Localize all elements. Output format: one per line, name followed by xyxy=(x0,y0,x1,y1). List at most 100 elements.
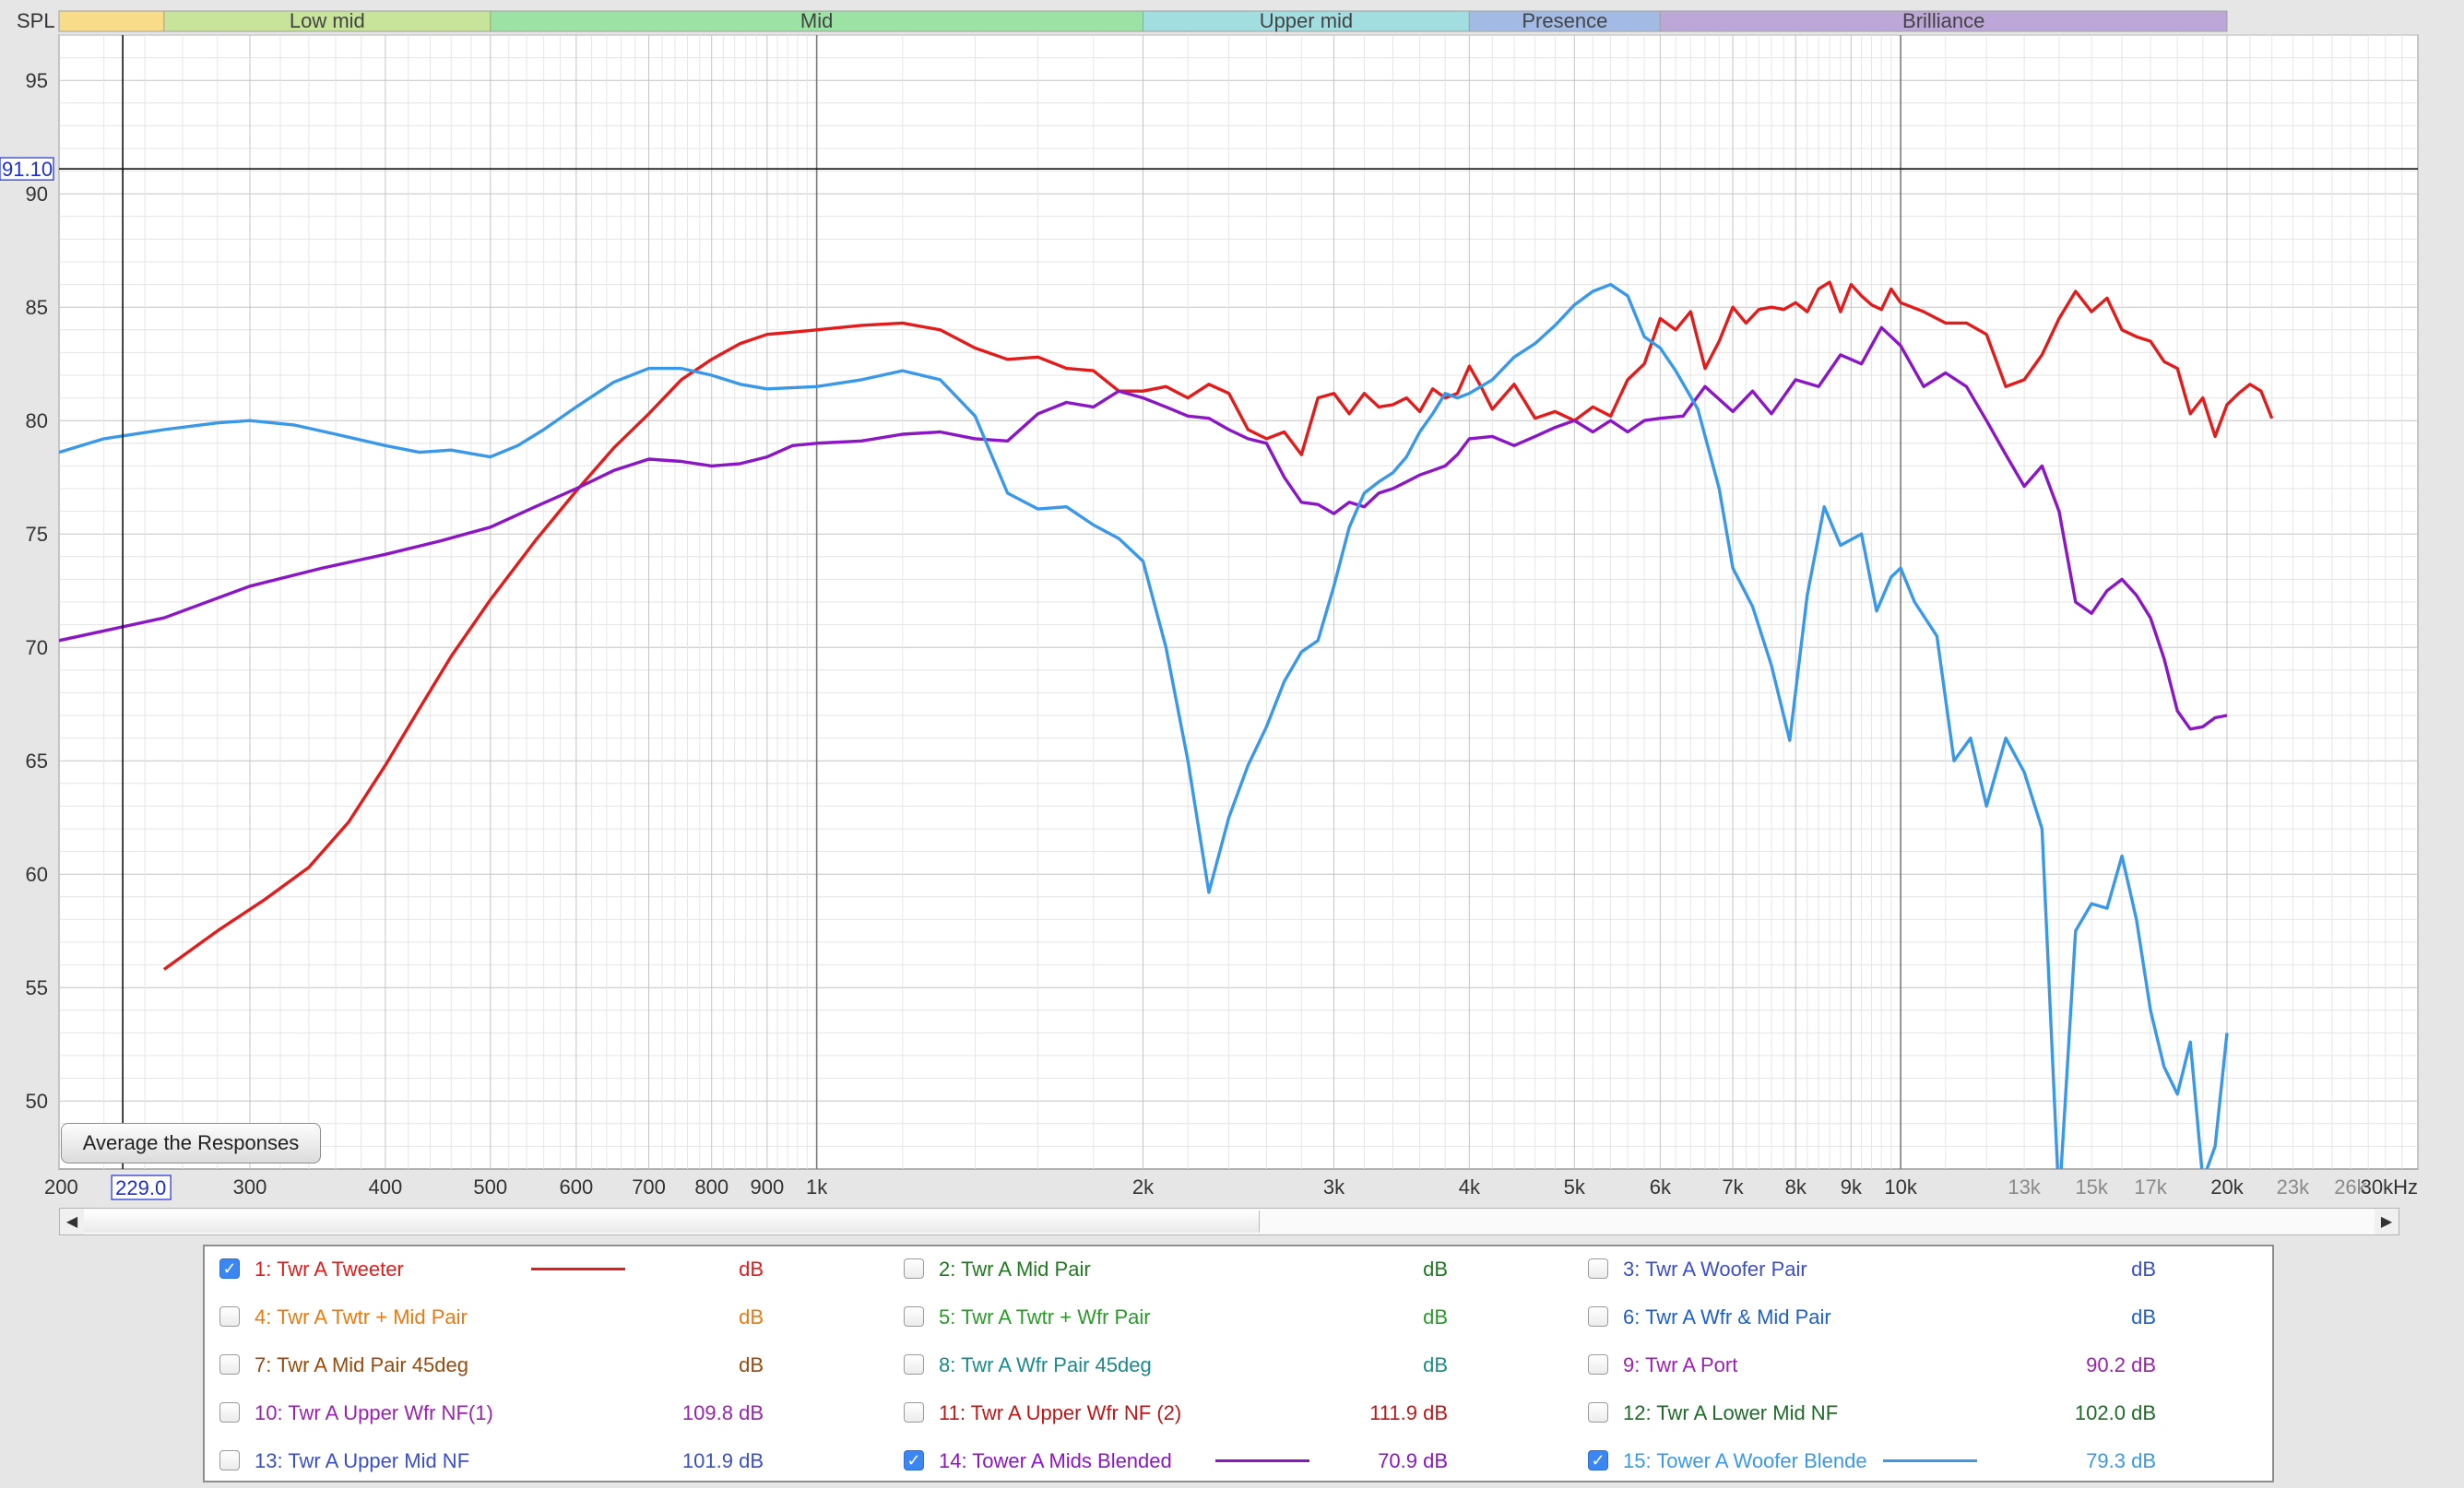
legend-label: 8: Twr A Wfr Pair 45deg xyxy=(939,1353,1152,1376)
legend-checkbox[interactable] xyxy=(219,1402,240,1423)
legend-label: 2: Twr A Mid Pair xyxy=(939,1258,1091,1281)
legend-checkbox[interactable] xyxy=(904,1306,924,1327)
horizontal-scrollbar[interactable]: ◀ ▶ xyxy=(59,1208,2399,1235)
legend-value: 111.9 dB xyxy=(1369,1401,1448,1424)
legend-label: 14: Tower A Mids Blended xyxy=(939,1449,1172,1472)
legend-item-8[interactable]: 8: Twr A Wfr Pair 45deg dB xyxy=(889,1346,1571,1383)
legend-value: dB xyxy=(1423,1258,1448,1281)
band-label-2: Mid xyxy=(800,9,833,32)
legend-checkbox[interactable]: ✓ xyxy=(904,1450,924,1470)
x-tick-label: 6k xyxy=(1650,1175,1672,1199)
x-tick-label: 20k xyxy=(2210,1175,2244,1199)
legend-value: dB xyxy=(739,1353,764,1376)
x-tick-label: 4k xyxy=(1459,1175,1481,1199)
legend-item-6[interactable]: 6: Twr A Wfr & Mid Pair dB xyxy=(1573,1298,2256,1335)
x-tick-label: 7k xyxy=(1722,1175,1744,1199)
legend-item-12[interactable]: 12: Twr A Lower Mid NF 102.0 dB xyxy=(1573,1394,2256,1431)
frequency-response-chart[interactable]: SPL Low mid Mid Upper mid Presence Brillianc… xyxy=(0,0,2464,1240)
x-tick-label: 500 xyxy=(473,1175,507,1199)
y-axis-title: SPL xyxy=(17,9,55,32)
x-tick-label: 26k xyxy=(2334,1175,2367,1199)
legend-value: dB xyxy=(2131,1258,2156,1281)
x-tick-label: 23k xyxy=(2277,1175,2310,1199)
band-label-1: Low mid xyxy=(290,9,365,32)
x-tick-label: 200 xyxy=(44,1175,78,1199)
scroll-right-icon[interactable]: ▶ xyxy=(2375,1209,2399,1234)
legend-checkbox[interactable] xyxy=(904,1258,924,1279)
x-tick-label: 600 xyxy=(559,1175,593,1199)
x-tick-label: 400 xyxy=(369,1175,403,1199)
legend-value: dB xyxy=(739,1258,764,1281)
legend-item-7[interactable]: 7: Twr A Mid Pair 45deg dB xyxy=(205,1346,887,1383)
legend-checkbox[interactable] xyxy=(1588,1306,1608,1327)
legend-checkbox[interactable] xyxy=(219,1450,240,1470)
legend-value: 70.9 dB xyxy=(1378,1449,1448,1472)
series-line-2[interactable] xyxy=(59,325,2228,731)
scroll-thumb[interactable] xyxy=(84,1210,1260,1233)
legend-checkbox[interactable] xyxy=(219,1354,240,1375)
legend-line-swatch xyxy=(1215,1459,1309,1462)
legend-value: dB xyxy=(739,1305,764,1329)
x-tick-label: 900 xyxy=(750,1175,784,1199)
legend-checkbox[interactable]: ✓ xyxy=(1588,1450,1608,1470)
legend-value: dB xyxy=(2131,1305,2156,1329)
series-line-3[interactable] xyxy=(59,282,2229,1203)
legend-label: 12: Twr A Lower Mid NF xyxy=(1623,1401,1839,1424)
legend-checkbox[interactable]: ✓ xyxy=(219,1258,240,1279)
legend-label: 5: Twr A Twtr + Wfr Pair xyxy=(939,1305,1151,1329)
legend-value: 102.0 dB xyxy=(2074,1401,2156,1424)
legend-checkbox[interactable] xyxy=(904,1402,924,1423)
band-5 xyxy=(1659,10,2228,32)
legend-value: 90.2 dB xyxy=(2086,1353,2156,1376)
legend-value: dB xyxy=(1423,1353,1448,1376)
y-tick-label: 70 xyxy=(26,636,48,659)
y-tick-label: 95 xyxy=(26,69,48,92)
legend-label: 9: Twr A Port xyxy=(1623,1353,1738,1376)
series-line-1[interactable] xyxy=(162,280,2274,971)
legend-label: 15: Tower A Woofer Blende xyxy=(1623,1449,1867,1472)
cursor-y-readout: 91.10 xyxy=(2,158,53,181)
legend-checkbox[interactable] xyxy=(219,1306,240,1327)
legend-item-1[interactable]: ✓ 1: Twr A Tweeter dB xyxy=(205,1250,887,1287)
legend-checkbox[interactable] xyxy=(904,1354,924,1375)
legend-item-13[interactable]: 13: Twr A Upper Mid NF 101.9 dB xyxy=(205,1442,887,1479)
x-tick-label: 9k xyxy=(1841,1175,1863,1199)
legend-item-3[interactable]: 3: Twr A Woofer Pair dB xyxy=(1573,1250,2256,1287)
legend-item-9[interactable]: 9: Twr A Port 90.2 dB xyxy=(1573,1346,2256,1383)
x-tick-label: 13k xyxy=(2008,1175,2041,1199)
y-tick-label: 80 xyxy=(26,409,48,432)
legend-item-10[interactable]: 10: Twr A Upper Wfr NF(1) 109.8 dB xyxy=(205,1394,887,1431)
legend-checkbox[interactable] xyxy=(1588,1402,1608,1423)
legend-line-swatch xyxy=(531,1268,625,1270)
band-0 xyxy=(58,10,165,32)
legend-item-11[interactable]: 11: Twr A Upper Wfr NF (2) 111.9 dB xyxy=(889,1394,1571,1431)
legend-checkbox[interactable] xyxy=(1588,1354,1608,1375)
legend-line-swatch xyxy=(1883,1459,1977,1462)
y-tick-label: 90 xyxy=(26,183,48,206)
x-tick-label: 3k xyxy=(1323,1175,1345,1199)
x-tick-label: 300 xyxy=(233,1175,267,1199)
y-tick-label: 85 xyxy=(26,296,48,319)
average-responses-button[interactable]: Average the Responses xyxy=(61,1123,321,1163)
legend-item-15[interactable]: ✓ 15: Tower A Woofer Blende 79.3 dB xyxy=(1573,1442,2256,1479)
legend-item-5[interactable]: 5: Twr A Twtr + Wfr Pair dB xyxy=(889,1298,1571,1335)
band-label-4: Presence xyxy=(1522,9,1607,32)
legend-label: 3: Twr A Woofer Pair xyxy=(1623,1258,1807,1281)
legend-checkbox[interactable] xyxy=(1588,1258,1608,1279)
legend-label: 6: Twr A Wfr & Mid Pair xyxy=(1623,1305,1831,1329)
x-tick-label: 30kHz xyxy=(2361,1175,2418,1199)
scroll-left-icon[interactable]: ◀ xyxy=(60,1209,84,1234)
y-tick-label: 50 xyxy=(26,1090,48,1113)
x-tick-label: 8k xyxy=(1785,1175,1807,1199)
legend-item-4[interactable]: 4: Twr A Twtr + Mid Pair dB xyxy=(205,1298,887,1335)
legend-label: 10: Twr A Upper Wfr NF(1) xyxy=(255,1401,493,1424)
cursor-y-readout-box xyxy=(0,157,54,181)
y-tick-label: 65 xyxy=(26,750,48,773)
legend-item-14[interactable]: ✓ 14: Tower A Mids Blended 70.9 dB xyxy=(889,1442,1571,1479)
x-tick-label: 700 xyxy=(632,1175,666,1199)
y-tick-label: 55 xyxy=(26,976,48,999)
legend-value: dB xyxy=(1423,1305,1448,1329)
legend-item-2[interactable]: 2: Twr A Mid Pair dB xyxy=(889,1250,1571,1287)
band-label-5: Brilliance xyxy=(1902,9,1984,32)
band-label-3: Upper mid xyxy=(1260,9,1353,32)
